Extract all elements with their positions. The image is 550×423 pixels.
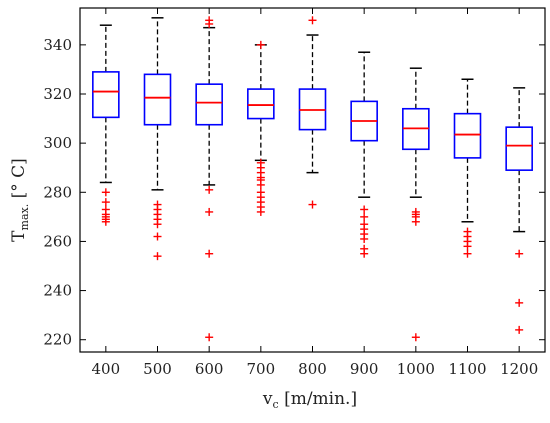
outlier-marker (256, 40, 265, 49)
outlier-marker (515, 249, 524, 258)
y-tick-label: 260 (43, 232, 72, 250)
box-group (453, 78, 482, 258)
outlier-marker (463, 242, 472, 251)
outlier-marker (308, 200, 317, 209)
outlier-marker (256, 207, 265, 216)
box-group (92, 24, 120, 226)
x-tick-label: 400 (92, 360, 121, 378)
outlier-marker (153, 220, 162, 229)
box-group (505, 87, 533, 334)
x-axis-label-unit: [m/min.] (279, 389, 357, 409)
box (505, 126, 533, 171)
outlier-marker (411, 217, 420, 226)
outlier-marker (360, 212, 369, 221)
outlier-marker (153, 232, 162, 241)
x-tick-label: 1200 (500, 360, 538, 378)
outlier-marker (360, 205, 369, 214)
x-tick-label: 500 (143, 360, 172, 378)
plot-frame (79, 7, 546, 353)
y-axis-label-sub: max. (18, 204, 31, 231)
y-axis-label-main: T (9, 230, 29, 242)
x-tick-label: 600 (195, 360, 224, 378)
outlier-marker (153, 252, 162, 261)
outlier-marker (515, 298, 524, 307)
box-group (298, 16, 327, 209)
x-tick-label: 1100 (448, 360, 486, 378)
box-group (350, 51, 378, 258)
outlier-marker (360, 249, 369, 258)
outlier-marker (515, 325, 524, 334)
y-tick-label: 340 (43, 36, 72, 54)
outlier-marker (360, 234, 369, 243)
x-tick-label: 1000 (397, 360, 435, 378)
box-group (195, 16, 223, 342)
y-tick-label: 280 (43, 183, 72, 201)
outlier-marker (308, 16, 317, 25)
outlier-marker (101, 188, 110, 197)
y-tick-label: 220 (43, 331, 72, 349)
plot-area (92, 16, 533, 342)
box-group (402, 67, 430, 342)
x-tick-label: 900 (350, 360, 379, 378)
x-axis-label-main: v (262, 389, 273, 409)
outlier-marker (101, 217, 110, 226)
outlier-marker (411, 333, 420, 342)
box-group (247, 40, 275, 216)
x-axis-label: vc [m/min.] (262, 389, 357, 411)
outlier-marker (463, 249, 472, 258)
y-tick-label: 320 (43, 85, 72, 103)
box-group (143, 17, 172, 261)
outlier-marker (205, 19, 214, 28)
x-tick-label: 700 (247, 360, 276, 378)
box (453, 112, 482, 159)
outlier-marker (205, 185, 214, 194)
box (195, 83, 223, 126)
y-axis-label-unit: [° C] (9, 158, 29, 204)
y-tick-label: 300 (43, 134, 72, 152)
box (92, 71, 120, 119)
axis-ticks: 220 240 260 280 300 320 340 400 500 600 700 800 900 1… (43, 8, 545, 378)
outlier-marker (205, 207, 214, 216)
x-tick-label: 800 (298, 360, 327, 378)
y-tick-label: 240 (43, 282, 72, 300)
y-axis-label: Tmax. [° C] (9, 158, 31, 242)
box (143, 73, 172, 126)
x-axis-label-sub: c (273, 398, 279, 411)
outlier-marker (205, 333, 214, 342)
outlier-marker (256, 180, 265, 189)
outlier-marker (205, 249, 214, 258)
outlier-marker (101, 198, 110, 207)
box (247, 88, 275, 120)
